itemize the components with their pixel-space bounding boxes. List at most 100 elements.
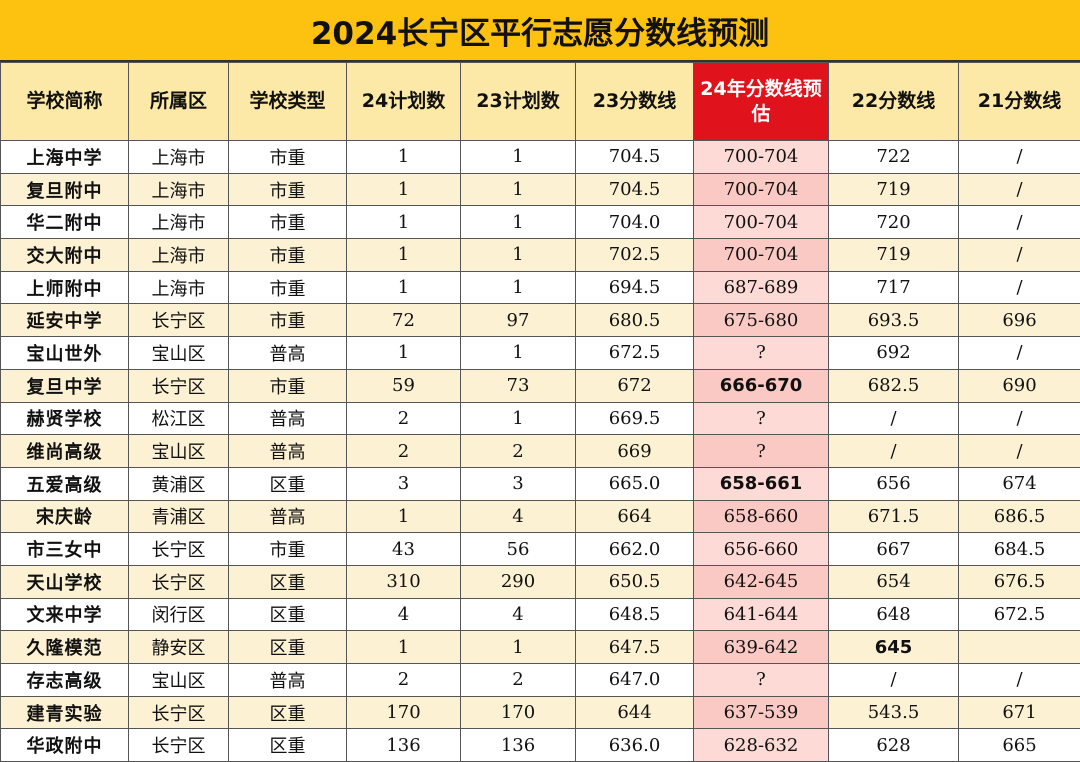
school-type-cell: 市重 — [229, 141, 347, 174]
school-name-cell: 上师附中 — [1, 271, 129, 304]
plan-24-cell: 59 — [347, 369, 461, 402]
school-type-cell: 区重 — [229, 729, 347, 762]
plan-23-cell: 1 — [461, 239, 576, 272]
school-name-cell: 市三女中 — [1, 533, 129, 566]
school-name-cell: 复旦中学 — [1, 369, 129, 402]
school-type-cell: 市重 — [229, 206, 347, 239]
score-21-cell: / — [959, 173, 1080, 206]
score-24-estimate-cell: 637-539 — [694, 696, 829, 729]
score-23-cell: 665.0 — [576, 467, 694, 500]
col-header-district: 所属区 — [129, 63, 229, 141]
score-22-cell: 682.5 — [829, 369, 959, 402]
score-24-estimate-cell: 675-680 — [694, 304, 829, 337]
plan-24-cell: 72 — [347, 304, 461, 337]
school-name-cell: 延安中学 — [1, 304, 129, 337]
school-type-cell: 普高 — [229, 664, 347, 697]
score-22-cell: / — [829, 402, 959, 435]
score-24-estimate-cell: 666-670 — [694, 369, 829, 402]
plan-23-cell: 4 — [461, 598, 576, 631]
school-name-cell: 华政附中 — [1, 729, 129, 762]
col-header-plan-24: 24计划数 — [347, 63, 461, 141]
district-cell: 黄浦区 — [129, 467, 229, 500]
school-type-cell: 市重 — [229, 173, 347, 206]
school-name-cell: 宋庆龄 — [1, 500, 129, 533]
score-22-cell: / — [829, 435, 959, 468]
score-24-estimate-cell: 687-689 — [694, 271, 829, 304]
page-title: 2024长宁区平行志愿分数线预测 — [0, 0, 1080, 62]
plan-23-cell: 1 — [461, 271, 576, 304]
plan-23-cell: 1 — [461, 141, 576, 174]
district-cell: 长宁区 — [129, 729, 229, 762]
plan-24-cell: 1 — [347, 206, 461, 239]
district-cell: 长宁区 — [129, 304, 229, 337]
plan-23-cell: 56 — [461, 533, 576, 566]
score-24-estimate-cell: 656-660 — [694, 533, 829, 566]
plan-23-cell: 290 — [461, 565, 576, 598]
district-cell: 上海市 — [129, 239, 229, 272]
score-24-estimate-cell: 641-644 — [694, 598, 829, 631]
score-23-cell: 664 — [576, 500, 694, 533]
plan-23-cell: 2 — [461, 664, 576, 697]
plan-24-cell: 1 — [347, 173, 461, 206]
district-cell: 上海市 — [129, 206, 229, 239]
plan-24-cell: 1 — [347, 271, 461, 304]
score-21-cell: 696 — [959, 304, 1080, 337]
col-header-score-23: 23分数线 — [576, 63, 694, 141]
score-21-cell: 674 — [959, 467, 1080, 500]
school-type-cell: 普高 — [229, 337, 347, 370]
plan-23-cell: 2 — [461, 435, 576, 468]
plan-24-cell: 170 — [347, 696, 461, 729]
score-22-cell: 720 — [829, 206, 959, 239]
school-name-cell: 存志高级 — [1, 664, 129, 697]
district-cell: 上海市 — [129, 173, 229, 206]
score-24-estimate-cell: 658-661 — [694, 467, 829, 500]
score-22-cell: 719 — [829, 173, 959, 206]
plan-24-cell: 1 — [347, 631, 461, 664]
plan-23-cell: 97 — [461, 304, 576, 337]
district-cell: 长宁区 — [129, 696, 229, 729]
district-cell: 松江区 — [129, 402, 229, 435]
score-23-cell: 648.5 — [576, 598, 694, 631]
school-type-cell: 市重 — [229, 533, 347, 566]
school-name-cell: 宝山世外 — [1, 337, 129, 370]
score-22-cell: 648 — [829, 598, 959, 631]
school-name-cell: 文来中学 — [1, 598, 129, 631]
score-21-cell: 686.5 — [959, 500, 1080, 533]
score-24-estimate-cell: ? — [694, 435, 829, 468]
score-23-cell: 672 — [576, 369, 694, 402]
score-21-cell: 671 — [959, 696, 1080, 729]
score-23-cell: 644 — [576, 696, 694, 729]
plan-24-cell: 2 — [347, 435, 461, 468]
school-name-cell: 建青实验 — [1, 696, 129, 729]
score-22-cell: 719 — [829, 239, 959, 272]
school-type-cell: 普高 — [229, 402, 347, 435]
plan-24-cell: 136 — [347, 729, 461, 762]
plan-24-cell: 3 — [347, 467, 461, 500]
score-23-cell: 669.5 — [576, 402, 694, 435]
score-21-cell: / — [959, 239, 1080, 272]
school-type-cell: 区重 — [229, 598, 347, 631]
school-type-cell: 普高 — [229, 435, 347, 468]
school-type-cell: 区重 — [229, 631, 347, 664]
plan-23-cell: 73 — [461, 369, 576, 402]
score-23-cell: 647.5 — [576, 631, 694, 664]
district-cell: 宝山区 — [129, 337, 229, 370]
score-22-cell: 693.5 — [829, 304, 959, 337]
score-22-cell: 692 — [829, 337, 959, 370]
plan-24-cell: 2 — [347, 664, 461, 697]
score-22-cell: 645 — [829, 631, 959, 664]
plan-23-cell: 1 — [461, 173, 576, 206]
score-24-estimate-cell: 700-704 — [694, 173, 829, 206]
score-22-cell: 656 — [829, 467, 959, 500]
